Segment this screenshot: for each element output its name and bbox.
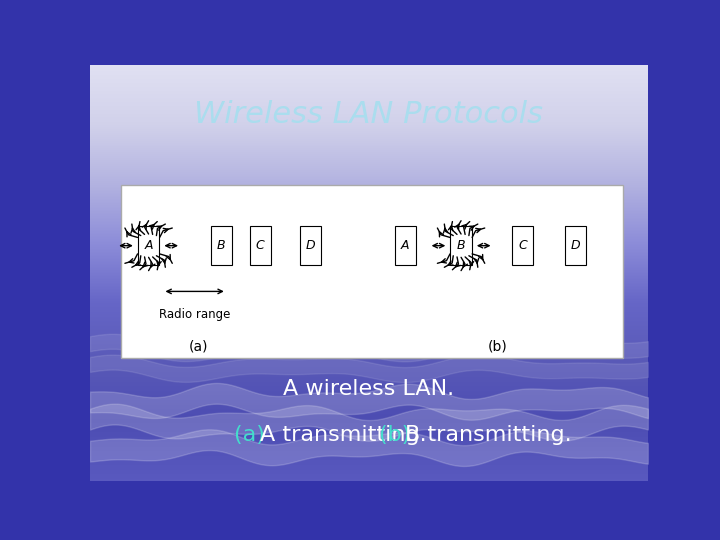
- Text: B: B: [217, 239, 225, 252]
- Bar: [395, 226, 416, 266]
- Text: D: D: [571, 239, 580, 252]
- Bar: [300, 226, 321, 266]
- Text: D: D: [305, 239, 315, 252]
- Text: B: B: [456, 239, 465, 252]
- Text: A transmitting.: A transmitting.: [261, 425, 449, 445]
- Text: C: C: [256, 239, 264, 252]
- Text: (a): (a): [234, 425, 272, 445]
- Bar: [451, 226, 472, 266]
- Bar: [121, 185, 623, 358]
- Text: (b): (b): [379, 425, 418, 445]
- Text: A: A: [144, 239, 153, 252]
- Bar: [210, 226, 232, 266]
- Text: A wireless LAN.: A wireless LAN.: [284, 379, 454, 399]
- Text: (a): (a): [189, 340, 209, 354]
- Bar: [250, 226, 271, 266]
- Bar: [512, 226, 533, 266]
- Text: B transmitting.: B transmitting.: [405, 425, 572, 445]
- Bar: [138, 226, 159, 266]
- Text: A: A: [401, 239, 410, 252]
- Text: Radio range: Radio range: [158, 308, 230, 321]
- Bar: [565, 226, 586, 266]
- Text: (b): (b): [487, 340, 507, 354]
- Text: Wireless LAN Protocols: Wireless LAN Protocols: [194, 100, 544, 129]
- Text: C: C: [518, 239, 527, 252]
